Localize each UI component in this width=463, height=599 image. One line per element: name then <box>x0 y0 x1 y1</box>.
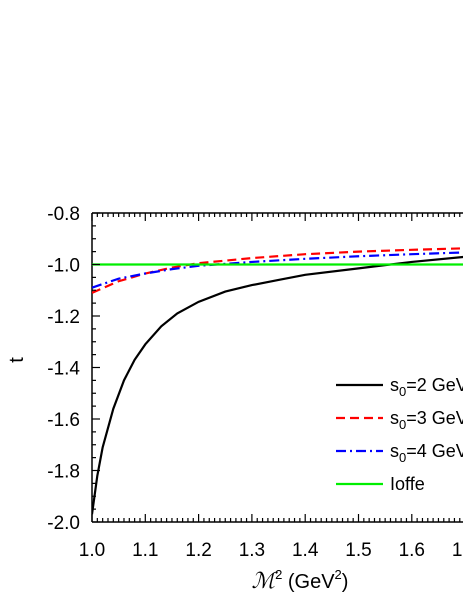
x-tick-label: 1.6 <box>399 540 425 561</box>
x-tick-labels: 1.0 1.1 1.2 1.3 1.4 1.5 1.6 1.7 <box>79 540 463 561</box>
y-axis-label: t <box>6 357 28 363</box>
legend-label: s0=2 GeV <box>390 375 463 399</box>
x-tick-label: 1.3 <box>239 540 265 561</box>
x-axis-label: ℳ2 (GeV2) <box>252 567 349 593</box>
legend: s0=2 GeV s0=3 GeV s0=4 GeV Ioffe <box>336 375 463 494</box>
legend-label: Ioffe <box>390 474 425 494</box>
y-tick-label: -1.6 <box>47 410 80 431</box>
series-line <box>92 251 463 289</box>
x-tick-label: 1.0 <box>79 540 105 561</box>
legend-label: s0=4 GeV <box>390 441 463 465</box>
axis-ticks <box>91 212 461 523</box>
series-line <box>92 247 463 294</box>
x-tick-label: 1.7 <box>452 540 463 561</box>
y-tick-label: -1.2 <box>47 307 80 328</box>
series-line <box>92 255 463 515</box>
y-tick-label: -2.0 <box>47 513 80 534</box>
x-tick-label: 1.1 <box>132 540 158 561</box>
y-tick-label: -1.0 <box>47 256 80 277</box>
x-tick-label: 1.4 <box>292 540 319 561</box>
x-tick-label: 1.2 <box>185 540 211 561</box>
x-tick-label: 1.5 <box>345 540 371 561</box>
y-tick-label: -1.4 <box>47 359 80 380</box>
legend-label: s0=3 GeV <box>390 408 463 432</box>
series-layer <box>92 247 463 515</box>
y-tick-labels: -0.8 -1.0 -1.2 -1.4 -1.6 -1.8 -2.0 <box>47 204 80 534</box>
y-tick-label: -1.8 <box>47 462 80 483</box>
y-tick-label: -0.8 <box>47 204 80 225</box>
